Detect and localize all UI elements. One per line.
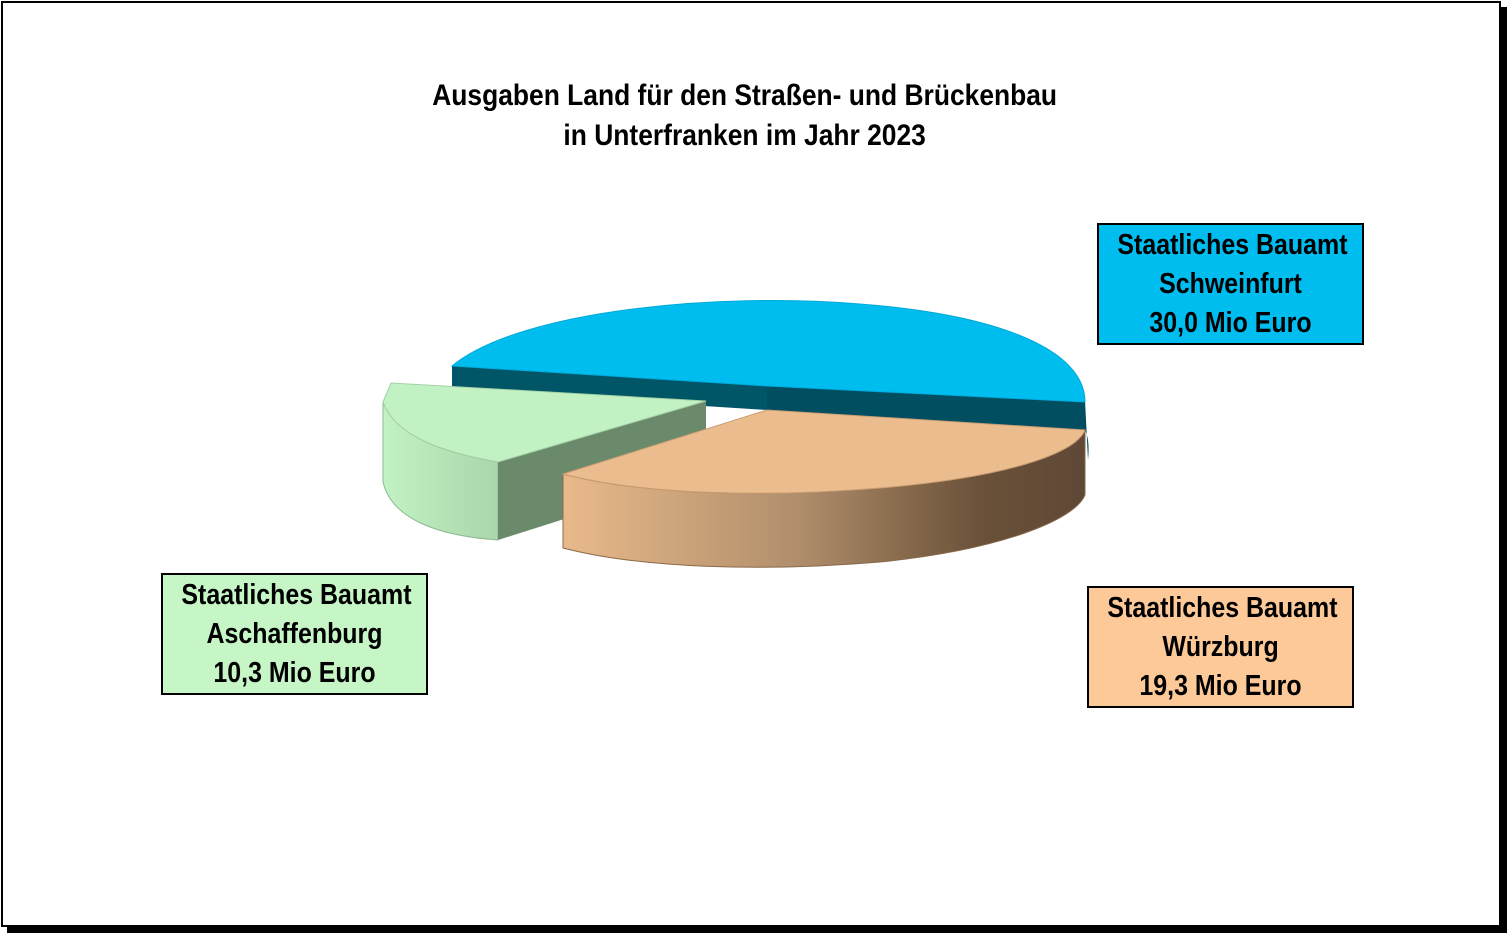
pie-slice-schweinfurt-inner-wall-left [452, 366, 767, 410]
chart-title-line-2: in Unterfranken im Jahr 2023 [563, 119, 926, 152]
label-aschaffenburg-line-2: Aschaffenburg [206, 618, 383, 650]
pie-slice-schweinfurt-top [450, 299, 1086, 403]
label-schweinfurt: Staatliches Bauamt Schweinfurt 30,0 Mio … [1097, 223, 1364, 345]
label-aschaffenburg: Staatliches Bauamt Aschaffenburg 10,3 Mi… [161, 573, 428, 695]
label-schweinfurt-line-2: Schweinfurt [1159, 268, 1302, 300]
label-wuerzburg: Staatliches Bauamt Würzburg 19,3 Mio Eur… [1087, 586, 1354, 708]
label-aschaffenburg-line-1: Staatliches Bauamt [181, 579, 412, 611]
chart-title: Ausgaben Land für den Straßen- und Brück… [89, 76, 1400, 156]
pie-slice-wuerzburg [561, 409, 1086, 568]
label-wuerzburg-line-1: Staatliches Bauamt [1107, 592, 1338, 624]
label-wuerzburg-value: 19,3 Mio Euro [1139, 670, 1302, 702]
label-schweinfurt-line-1: Staatliches Bauamt [1117, 229, 1348, 261]
pie-slice-aschaffenburg-top [382, 382, 707, 463]
pie-slice-schweinfurt-inner-wall-right [767, 386, 1085, 430]
label-aschaffenburg-value: 10,3 Mio Euro [213, 657, 376, 689]
chart-title-line-1: Ausgaben Land für den Straßen- und Brück… [432, 79, 1058, 112]
pie-slice-schweinfurt [450, 299, 1089, 460]
label-wuerzburg-line-2: Würzburg [1162, 631, 1279, 663]
label-schweinfurt-value: 30,0 Mio Euro [1149, 307, 1312, 339]
pie-slice-wuerzburg-top [561, 409, 1086, 494]
